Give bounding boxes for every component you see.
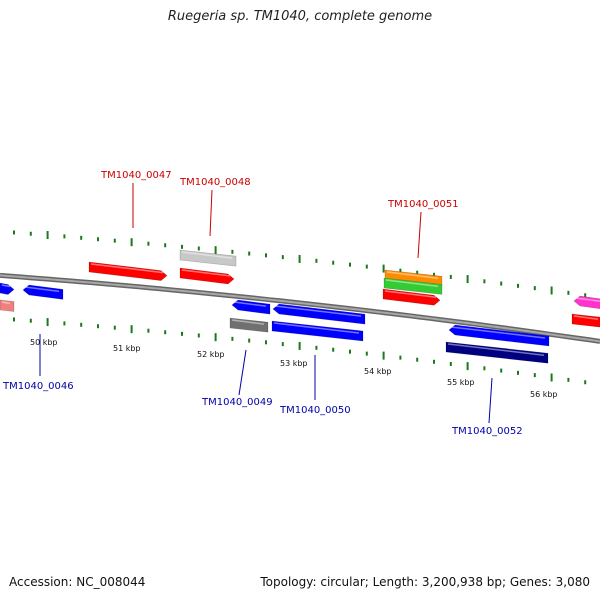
tick-label: 56 kbp [530, 390, 558, 399]
gene-label-leader [417, 211, 422, 259]
gene-arrow-blue-shine [233, 301, 267, 307]
gene-arrow-red-shine [181, 269, 231, 277]
gene-arrow-lightgray [179, 249, 237, 267]
gene-arrow-blue-shine [24, 286, 60, 293]
gene-arrow-navy-shine [447, 343, 545, 356]
gene-label-leader [488, 377, 493, 424]
gene-label: TM1040_0049 [201, 397, 273, 408]
gene-arrow-red [382, 288, 441, 306]
gene-arrow-blue [272, 303, 366, 325]
gene-arrow-blue-shine [1, 284, 11, 288]
gene-label-leader [238, 349, 247, 396]
gene-arrow-green-shine [385, 279, 439, 288]
gene-label-leader [209, 189, 213, 237]
gene-arrow-blue [231, 299, 271, 315]
map-title: Ruegeria sp. TM1040, complete genome [167, 9, 433, 24]
gene-arrow-blue-shine [450, 326, 546, 339]
gene-label: TM1040_0046 [2, 381, 74, 392]
tick-label: 53 kbp [280, 359, 308, 368]
gene-arrow-salmon [0, 299, 15, 312]
gene-arrow-salmon-shine [1, 301, 11, 305]
gene-arrow-blue-shine [273, 322, 360, 334]
accession-text: Accession: NC_008044 [9, 575, 146, 589]
tick-label: 51 kbp [113, 344, 141, 353]
gene-arrow-blue [22, 284, 64, 300]
gene-label: TM1040_0052 [451, 426, 523, 437]
gene-arrow-magenta [573, 295, 600, 310]
tick-label: 54 kbp [364, 367, 392, 376]
gene-arrow-blue [0, 282, 15, 295]
gene-label: TM1040_0047 [100, 170, 172, 181]
gene-arrow-green [383, 277, 443, 295]
gene-arrow-red-shine [573, 315, 599, 321]
genome-summary-text: Topology: circular; Length: 3,200,938 bp… [260, 575, 590, 589]
gene-arrow-blue [448, 324, 550, 347]
tick-label: 55 kbp [447, 378, 475, 387]
gene-arrow-blue [271, 320, 364, 342]
gene-arrow-orange-shine [386, 271, 439, 280]
gene-arrow-red-shine [384, 290, 437, 299]
gene-arrow-magenta-shine [575, 297, 600, 303]
tick-label: 50 kbp [30, 338, 58, 347]
tick-label: 52 kbp [197, 350, 225, 359]
gene-label: TM1040_0050 [279, 405, 351, 416]
gene-label: TM1040_0051 [387, 199, 459, 210]
gene-arrow-lightgray-shine [181, 251, 233, 259]
gene-arrow-red [88, 261, 168, 281]
gene-arrow-blue-shine [274, 305, 362, 317]
gene-arrow-gray-shine [231, 319, 265, 325]
gene-label: TM1040_0048 [179, 177, 251, 188]
gene-arrow-red-shine [90, 263, 164, 274]
gene-arrow-gray [229, 317, 269, 333]
gene-arrow-red [571, 313, 600, 328]
gene-arrow-red [179, 267, 235, 285]
genome-backbone-highlight [0, 274, 600, 343]
gene-arrow-navy [445, 341, 549, 364]
